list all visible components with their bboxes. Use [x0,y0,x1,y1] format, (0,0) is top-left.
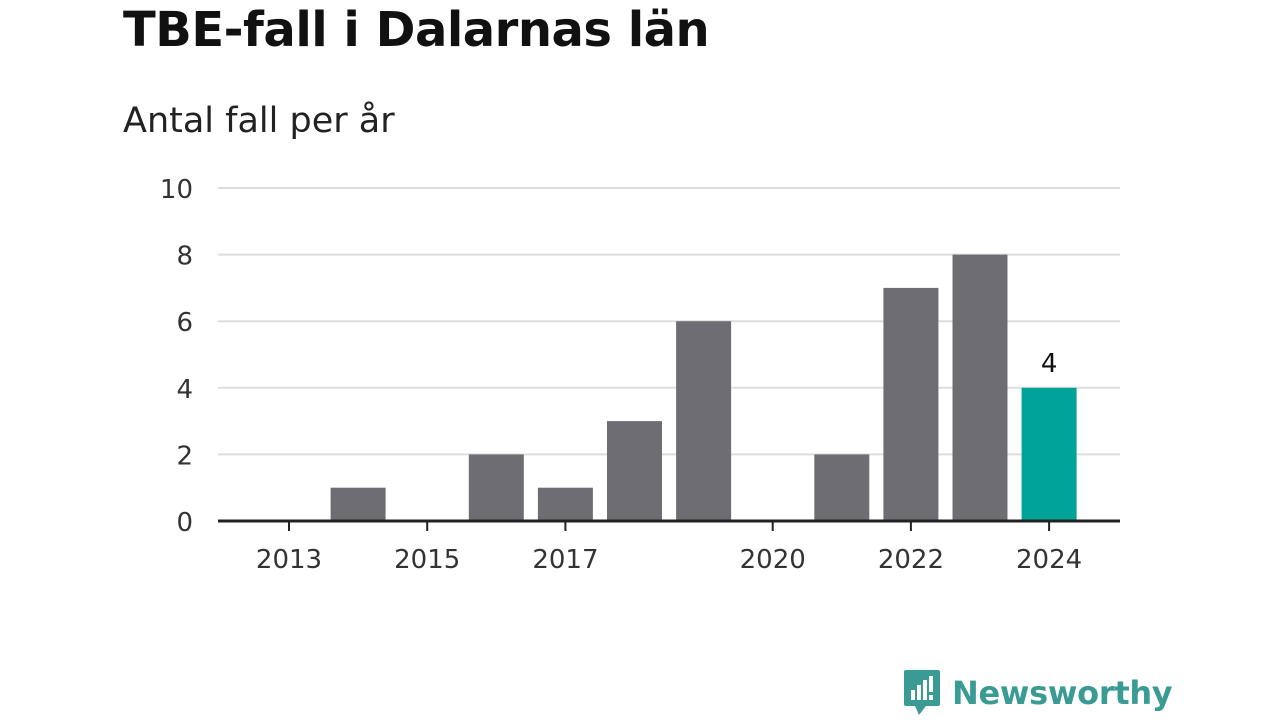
chart-subtitle: Antal fall per år [123,101,395,141]
bar-2021 [814,454,870,521]
x-tick-label: 2015 [394,545,460,575]
bar-2024 [1021,387,1077,521]
bar-2019 [676,321,732,521]
y-tick-label: 2 [176,441,193,471]
x-axis: 2013 2015 2017 2020 2022 2024 [218,519,1120,575]
newsworthy-logo-icon [904,670,940,715]
y-tick-label: 4 [176,375,193,405]
bars [330,254,1077,521]
x-tick-label: 2017 [532,545,598,575]
data-label: 4 [1041,349,1058,379]
bar-2014 [330,487,386,521]
data-labels: 4 [1041,349,1058,379]
x-tick-label: 2022 [878,545,944,575]
y-axis-ticks: 0 2 4 6 8 10 [160,175,193,538]
chart-title: TBE-fall i Dalarnas län [123,2,710,58]
bar-2023 [952,254,1008,521]
bar-2016 [468,454,524,521]
y-tick-label: 10 [160,175,193,205]
bar-2018 [607,421,662,521]
bar-2017 [537,487,593,521]
y-tick-label: 8 [176,242,193,272]
y-tick-label: 0 [176,508,193,538]
x-tick-label: 2020 [740,545,806,575]
brand-name: Newsworthy [952,674,1173,712]
newsworthy-brand: Newsworthy [902,668,1173,718]
y-tick-label: 6 [176,308,193,338]
x-tick-label: 2024 [1016,545,1082,575]
x-tick-label: 2013 [256,545,322,575]
bar-2022 [883,287,939,521]
